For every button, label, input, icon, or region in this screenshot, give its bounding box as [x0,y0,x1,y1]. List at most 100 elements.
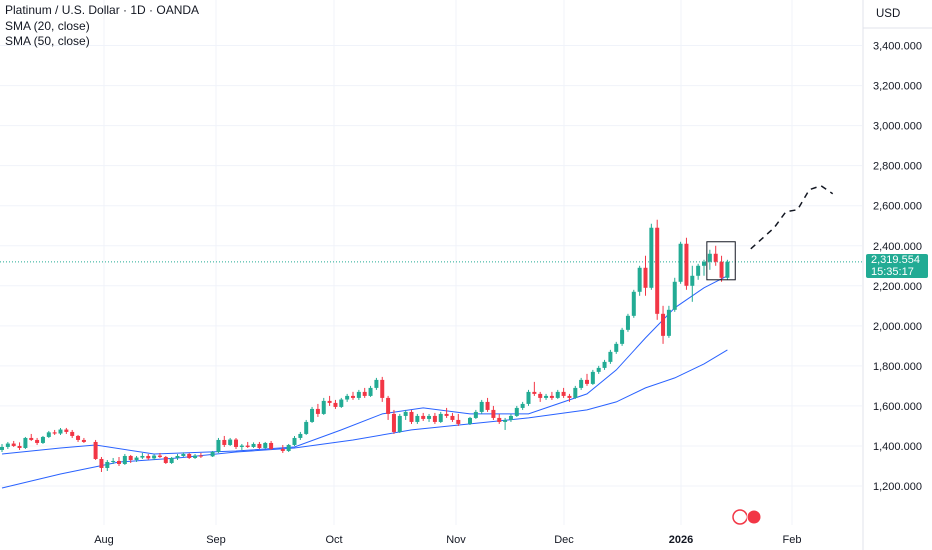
candle-body [427,415,432,419]
candle-body [374,379,379,388]
candle-body [391,413,396,432]
candle-body [222,439,227,445]
sma20-line [1,275,728,455]
candle-body [315,408,320,414]
candle-body [696,265,701,276]
candle-body [450,415,455,420]
candle-body [152,455,157,459]
y-tick-label: 1,800.000 [873,361,922,373]
symbol-title[interactable]: Platinum / U.S. Dollar · 1D · OANDA [5,3,200,17]
candle-body [561,391,566,396]
candle-body [157,455,162,457]
candle-body [140,455,145,458]
candle-body [17,445,22,448]
candle-body [280,448,285,451]
candle-body [386,397,391,414]
candle-body [286,444,291,451]
x-tick-label: Feb [783,534,802,546]
candle-body [485,401,490,410]
candle-body [719,261,724,278]
candle-body [684,243,689,286]
candle-body [292,437,297,445]
candle-body [520,403,525,408]
candle-body [70,431,75,436]
candle-body [380,379,385,398]
event-flash-icon [732,509,748,525]
candle-body [503,419,508,422]
candle-body [29,437,34,440]
candle-body [643,267,648,288]
candle-body [479,401,484,412]
candle-body [526,391,531,404]
candle-body [403,411,408,416]
candle-body [497,417,502,422]
sma20-legend[interactable]: SMA (20, close) [5,18,90,33]
candle-body [46,432,51,437]
candle-body [239,445,244,447]
candle-body [181,453,186,456]
candle-body [327,400,332,403]
y-tick-label: 2,200.000 [873,281,922,293]
candle-body [111,460,116,462]
candle-body [614,343,619,352]
x-tick-label: Oct [325,534,342,546]
sma50-line [1,349,728,489]
candle-body [146,455,151,459]
y-tick-label: 1,600.000 [873,401,922,413]
candle-body [491,409,496,418]
y-tick-label: 2,000.000 [873,321,922,333]
candle-body [678,243,683,282]
candle-body [81,439,86,442]
candle-body [514,407,519,416]
candle-body [637,267,642,292]
candle-body [128,455,133,460]
candle-body [655,227,660,314]
candle-body [216,439,221,452]
candle-body [11,443,16,446]
currency-selector[interactable]: USD [876,8,901,20]
last-price-tag: 2,319.554 15:35:17 [866,254,928,278]
x-tick-label: Dec [554,534,574,546]
candle-body [549,395,554,398]
candle-body [397,415,402,432]
selection-box [706,241,736,281]
candle-body [567,395,572,398]
candle-body [64,429,69,432]
x-tick-label: Sep [206,534,226,546]
y-tick-label: 1,400.000 [873,441,922,453]
candle-body [263,442,268,448]
candle-body [321,400,326,414]
sma50-legend[interactable]: SMA (50, close) [5,34,90,48]
candle-body [368,387,373,396]
candle-body [5,443,10,447]
candle-body [351,395,355,398]
candle-body [538,393,543,398]
candle-body [438,413,443,422]
candle-body [245,445,250,447]
candle-body [631,291,636,316]
candle-body [58,429,63,434]
candle-body [508,415,513,420]
candle-body [608,351,613,362]
candle-body [298,433,303,438]
candle-body [193,455,198,458]
candle-body [625,315,630,330]
candle-body [345,395,350,400]
candle-body [99,458,104,468]
candle-body [251,443,256,447]
us-flag-icon [746,509,762,525]
y-tick-label: 2,800.000 [873,161,922,173]
candle-body [707,253,712,262]
candle-body [432,415,437,422]
candle-body [40,436,45,443]
candle-body [620,329,625,344]
candle-body [585,379,589,384]
x-tick-label: 2026 [669,534,693,546]
candle-body [649,227,654,288]
candle-body [93,441,98,459]
candle-body [573,387,578,398]
chart-legend: Platinum / U.S. Dollar · 1D · OANDA SMA … [5,3,199,50]
y-tick-label: 1,200.000 [873,481,922,493]
candle-body [339,399,344,407]
